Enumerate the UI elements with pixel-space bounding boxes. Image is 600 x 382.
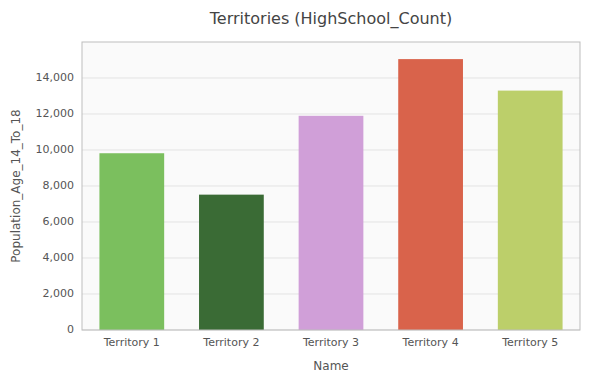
y-tick-label: 14,000 xyxy=(36,71,75,84)
bar xyxy=(299,116,364,330)
y-tick-label: 4,000 xyxy=(43,251,75,264)
y-tick-label: 0 xyxy=(67,323,74,336)
x-tick-label: Territory 4 xyxy=(402,336,459,349)
chart-svg: 0 2,000 4,000 6,000 8,000 10,000 12,000 14,000 T… xyxy=(0,0,600,382)
x-tick-label: Territory 5 xyxy=(501,336,558,349)
chart-container: 0 2,000 4,000 6,000 8,000 10,000 12,000 14,000 T… xyxy=(0,0,600,382)
bar xyxy=(498,91,563,330)
x-ticks: Territory 1 Territory 2 Territory 3 Territo… xyxy=(103,336,559,349)
y-ticks: 0 2,000 4,000 6,000 8,000 10,000 12,000 14,000 xyxy=(36,71,75,336)
plot-background xyxy=(82,42,580,330)
x-tick-label: Territory 2 xyxy=(202,336,259,349)
y-tick-label: 2,000 xyxy=(43,287,75,300)
x-tick-label: Territory 1 xyxy=(103,336,160,349)
y-tick-label: 12,000 xyxy=(36,107,75,120)
bar xyxy=(99,153,164,330)
y-grid xyxy=(82,78,580,330)
plot-frame xyxy=(82,42,580,330)
y-axis-label: Population_Age_14_To_18 xyxy=(9,109,23,262)
y-tick-label: 6,000 xyxy=(43,215,75,228)
bar xyxy=(398,59,463,330)
bars xyxy=(99,59,562,330)
grid-line xyxy=(82,78,580,79)
chart-title: Territories (HighSchool_Count) xyxy=(209,9,452,29)
x-axis-label: Name xyxy=(313,359,348,373)
y-tick-label: 10,000 xyxy=(36,143,75,156)
bar xyxy=(199,195,264,330)
x-tick-label: Territory 3 xyxy=(302,336,359,349)
y-tick-label: 8,000 xyxy=(43,179,75,192)
